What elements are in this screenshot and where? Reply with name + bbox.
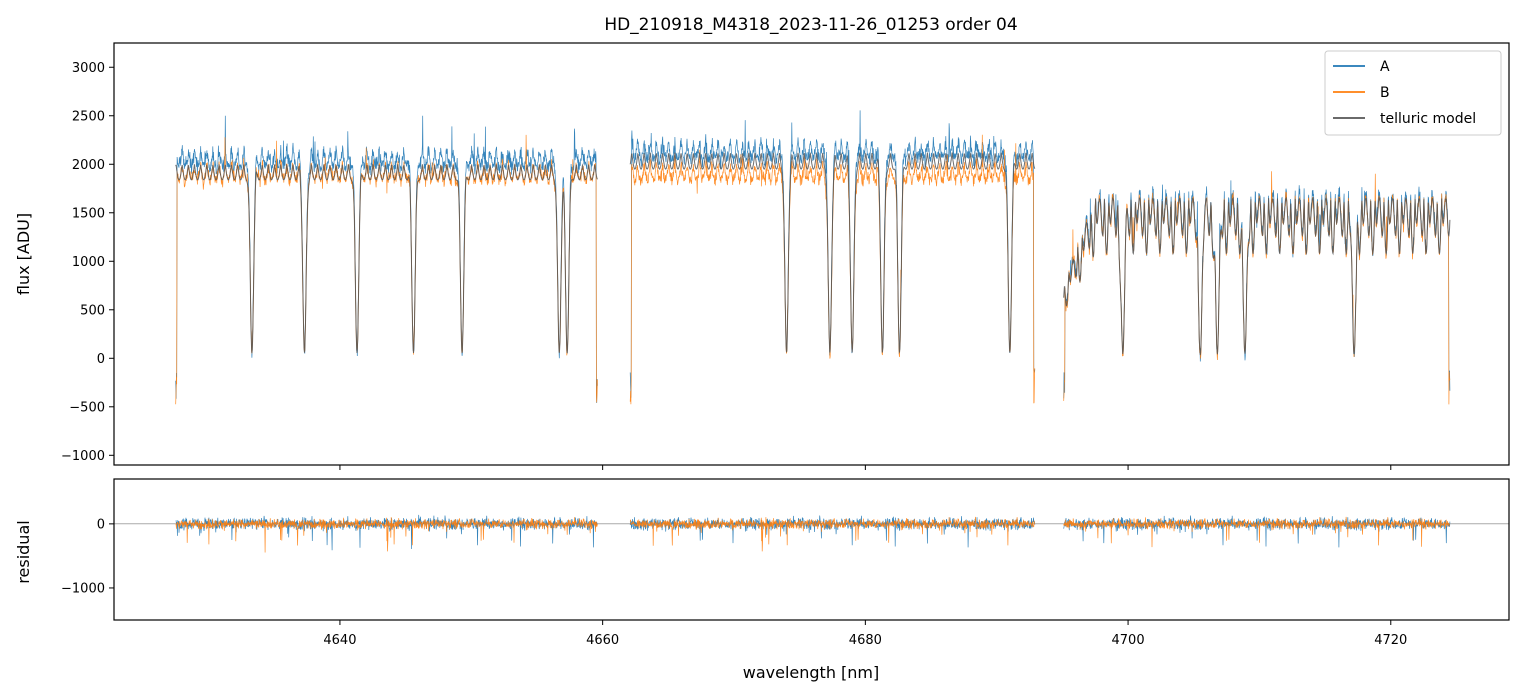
- legend-label-a: A: [1380, 59, 1390, 75]
- flux-y-tick-label: 2000: [72, 158, 105, 173]
- flux-y-ticks: −1000 −500 0 500 1000 1500 2000 2500 3000: [61, 61, 114, 464]
- flux-y-tick-label: 2500: [72, 109, 105, 124]
- flux-series-telluric-model: [175, 163, 598, 353]
- residual-series-b: [1063, 516, 1451, 548]
- flux-y-axis-label: flux [ADU]: [14, 213, 33, 295]
- flux-series-b: [1063, 171, 1451, 405]
- flux-series-a: [1063, 180, 1451, 399]
- residual-axes-frame: [113, 478, 1510, 621]
- flux-y-tick-label: 0: [97, 352, 105, 367]
- flux-series-a: [175, 115, 598, 404]
- flux-series-telluric-model: [1063, 196, 1451, 356]
- flux-y-tick-label: −500: [69, 400, 105, 415]
- flux-series-b: [629, 134, 1036, 405]
- residual-x-ticks: 4640 4660 4680 4700 4720: [323, 620, 1407, 648]
- flux-y-tick-label: −1000: [61, 449, 105, 464]
- residual-y-tick-label: 0: [97, 517, 105, 532]
- residual-x-tick-label: 4640: [323, 633, 356, 648]
- flux-axes-frame: [113, 42, 1510, 466]
- residual-series-a: [629, 515, 1036, 548]
- residual-x-tick-label: 4680: [849, 633, 882, 648]
- flux-y-tick-label: 1500: [72, 206, 105, 221]
- flux-series-telluric-model: [629, 151, 1036, 353]
- flux-y-tick-label: 1000: [72, 255, 105, 270]
- residual-y-tick-label: −1000: [61, 581, 105, 596]
- flux-y-tick-label: 500: [80, 303, 105, 318]
- residual-x-tick-label: 4660: [586, 633, 619, 648]
- legend-label-model: telluric model: [1380, 111, 1476, 127]
- residual-y-ticks: −1000 0: [61, 517, 114, 596]
- chart-title: HD_210918_M4318_2023-11-26_01253 order 0…: [604, 15, 1017, 35]
- x-axis-label: wavelength [nm]: [743, 663, 880, 682]
- flux-x-ticks: [339, 465, 1392, 470]
- residual-series-b: [629, 516, 1035, 552]
- flux-plot-area: [175, 110, 1451, 405]
- residual-y-axis-label: residual: [14, 520, 33, 583]
- residual-series-a: [1063, 515, 1451, 548]
- residual-plot-area: [114, 514, 1509, 553]
- legend-label-b: B: [1380, 85, 1390, 101]
- residual-series-b: [175, 517, 598, 553]
- flux-series-a: [629, 110, 1036, 398]
- legend: A B telluric model: [1324, 50, 1502, 136]
- flux-y-tick-label: 3000: [72, 61, 105, 76]
- residual-x-tick-label: 4720: [1374, 633, 1407, 648]
- residual-x-tick-label: 4700: [1112, 633, 1145, 648]
